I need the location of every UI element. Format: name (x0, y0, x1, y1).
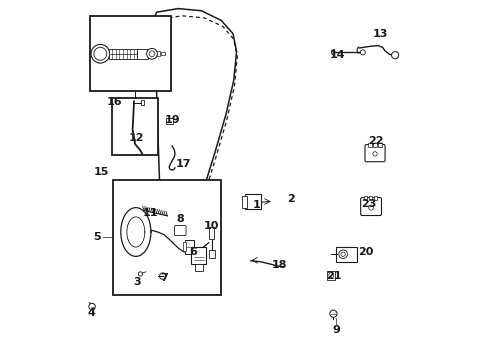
Bar (208, 227, 214, 239)
Circle shape (340, 252, 345, 256)
Bar (326, 271, 334, 280)
Bar (335, 247, 356, 262)
Circle shape (149, 51, 155, 57)
Polygon shape (121, 208, 151, 256)
Circle shape (360, 50, 365, 55)
Bar (185, 240, 194, 253)
Text: 23: 23 (361, 199, 376, 210)
Circle shape (328, 273, 333, 278)
Text: 15: 15 (94, 167, 109, 177)
Bar (160, 52, 164, 55)
Text: 8: 8 (177, 215, 184, 224)
Text: 1: 1 (253, 200, 261, 210)
Bar (363, 196, 366, 200)
Circle shape (91, 44, 109, 63)
Bar (141, 100, 144, 105)
Circle shape (138, 272, 142, 276)
Bar (244, 194, 261, 210)
Circle shape (372, 152, 376, 156)
Bar (137, 49, 147, 59)
Text: 7: 7 (160, 273, 168, 283)
Text: 2: 2 (287, 194, 295, 204)
Bar (89, 16, 171, 91)
Circle shape (146, 48, 157, 59)
Text: 5: 5 (93, 232, 100, 242)
Text: 22: 22 (367, 136, 383, 146)
Bar (112, 180, 221, 296)
Circle shape (94, 47, 106, 60)
FancyBboxPatch shape (364, 144, 384, 162)
Text: 11: 11 (142, 208, 158, 218)
Circle shape (329, 310, 336, 318)
Text: 17: 17 (175, 159, 191, 169)
Text: 9: 9 (331, 325, 339, 335)
Bar (165, 118, 173, 124)
Text: 16: 16 (106, 97, 122, 107)
Text: 20: 20 (358, 247, 373, 257)
Bar (195, 264, 203, 271)
Bar (378, 143, 381, 147)
Text: 18: 18 (271, 260, 286, 270)
Text: 3: 3 (133, 277, 141, 287)
Bar (109, 49, 137, 59)
Bar (367, 143, 371, 147)
Text: 6: 6 (189, 247, 197, 257)
Bar (183, 242, 186, 251)
FancyBboxPatch shape (174, 226, 185, 235)
Bar (241, 196, 246, 208)
Bar (373, 196, 376, 200)
FancyBboxPatch shape (360, 198, 381, 216)
Bar (112, 98, 158, 155)
Circle shape (368, 205, 373, 210)
Circle shape (159, 273, 165, 279)
Bar (368, 196, 371, 200)
Bar (191, 247, 206, 264)
Text: 13: 13 (371, 29, 387, 39)
Bar (208, 250, 215, 258)
Bar (156, 51, 160, 56)
Circle shape (338, 250, 346, 258)
Text: 21: 21 (325, 271, 341, 281)
Circle shape (391, 51, 398, 59)
Circle shape (89, 303, 95, 310)
Text: 19: 19 (164, 115, 180, 125)
Text: 10: 10 (203, 221, 219, 231)
Text: 12: 12 (129, 133, 144, 143)
Bar (372, 143, 376, 147)
Text: 4: 4 (87, 308, 95, 318)
Text: 14: 14 (328, 50, 344, 60)
